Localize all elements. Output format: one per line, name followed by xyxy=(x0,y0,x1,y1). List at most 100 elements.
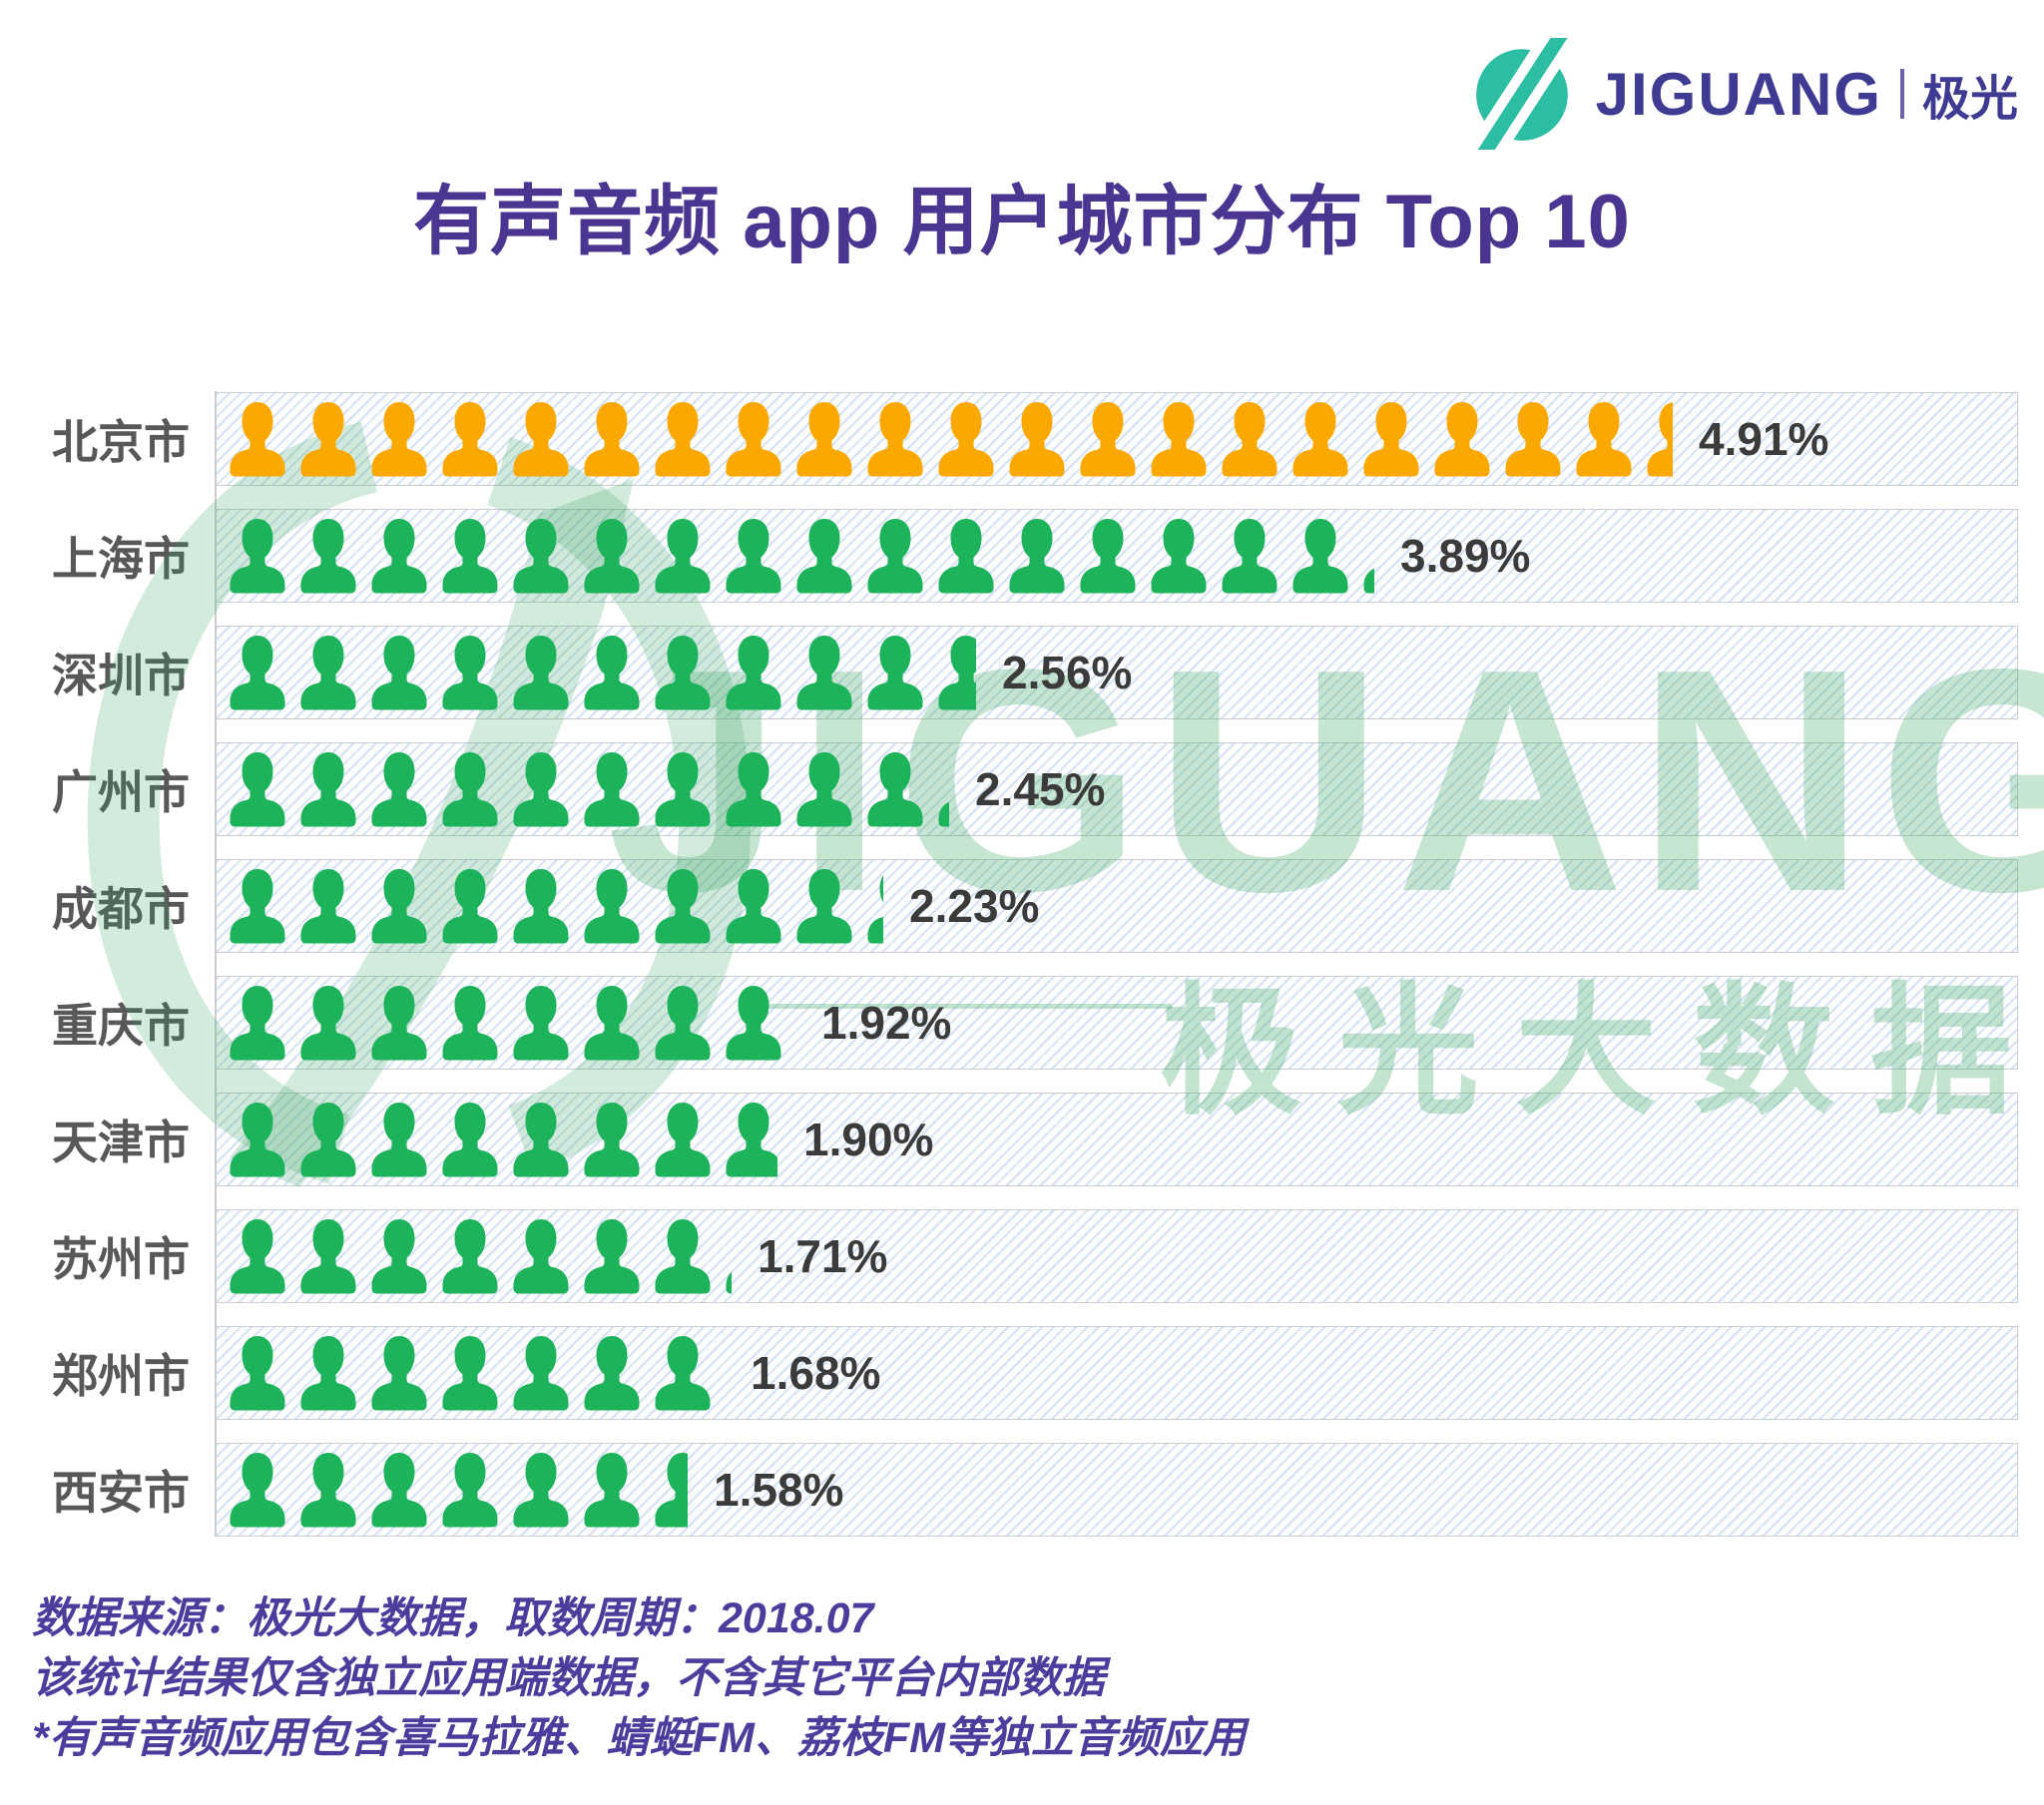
bar-band: 1.71% xyxy=(216,1209,2018,1303)
person-icon xyxy=(299,751,357,827)
person-icon xyxy=(654,985,712,1061)
bar-band: 1.90% xyxy=(216,1093,2018,1186)
person-icon xyxy=(583,1102,641,1177)
person-icon xyxy=(229,1102,286,1177)
person-icon xyxy=(654,1335,712,1411)
person-icon xyxy=(299,635,357,710)
person-icon xyxy=(583,1218,641,1294)
city-label: 上海市 xyxy=(52,533,190,585)
person-icon xyxy=(370,1335,428,1411)
footer-line-apps: *有声音频应用包含喜马拉雅、蜻蜓FM、荔枝FM等独立音频应用 xyxy=(32,1714,1246,1762)
person-icon xyxy=(370,868,428,944)
city-label: 苏州市 xyxy=(52,1233,190,1285)
person-icon xyxy=(1221,401,1278,477)
person-icon xyxy=(1575,401,1633,477)
person-icon xyxy=(866,751,924,827)
city-label: 深圳市 xyxy=(52,650,190,701)
value-label: 2.23% xyxy=(909,880,1040,932)
person-icon xyxy=(299,1335,357,1411)
person-icon xyxy=(229,518,286,594)
person-icon xyxy=(583,401,641,477)
person-icon xyxy=(654,635,712,710)
person-icon xyxy=(370,1218,428,1294)
person-icon xyxy=(299,1102,357,1177)
person-icon xyxy=(583,1452,641,1528)
brand-logo: JIGUANG 极光 xyxy=(1469,38,2018,150)
city-label: 广州市 xyxy=(52,766,190,818)
bar-band: 2.23% xyxy=(216,859,2018,953)
person-icon xyxy=(370,985,428,1061)
person-icon xyxy=(937,401,995,477)
person-icon-partial xyxy=(937,751,949,827)
value-label: 1.58% xyxy=(714,1464,844,1516)
person-icon xyxy=(512,1452,570,1528)
person-icon xyxy=(866,635,924,710)
value-label: 4.91% xyxy=(1699,413,1829,465)
person-icon xyxy=(654,1218,712,1294)
person-icon xyxy=(512,1218,570,1294)
axis-line xyxy=(215,391,217,1537)
person-icon xyxy=(229,1452,286,1528)
person-icon xyxy=(1150,401,1208,477)
person-icon xyxy=(441,1452,499,1528)
value-label: 1.71% xyxy=(758,1230,888,1282)
person-icon xyxy=(370,518,428,594)
person-icon xyxy=(866,518,924,594)
person-icon xyxy=(370,751,428,827)
person-icon xyxy=(229,985,286,1061)
person-icon xyxy=(1362,401,1420,477)
person-icon-partial xyxy=(1362,518,1374,594)
person-icon xyxy=(1079,518,1137,594)
person-icon xyxy=(512,751,570,827)
person-icon xyxy=(795,751,853,827)
chart-row: 西安市 1.58% xyxy=(0,1443,2044,1537)
chart-row: 广州市 2.45% xyxy=(0,742,2044,836)
person-icon xyxy=(1291,401,1349,477)
chart-row: 郑州市 1.68% xyxy=(0,1326,2044,1420)
person-icon xyxy=(1150,518,1208,594)
person-icon xyxy=(1433,401,1491,477)
person-icon xyxy=(299,1218,357,1294)
city-label: 成都市 xyxy=(52,883,190,935)
person-icon xyxy=(370,635,428,710)
person-icon xyxy=(512,985,570,1061)
city-label: 重庆市 xyxy=(52,1000,190,1052)
value-label: 1.92% xyxy=(821,997,952,1049)
person-icon xyxy=(725,635,782,710)
person-icon-partial xyxy=(1646,401,1673,477)
person-icon xyxy=(370,401,428,477)
person-icon xyxy=(229,401,286,477)
chart-row: 北京市 4.91% xyxy=(0,392,2044,486)
person-icon xyxy=(512,635,570,710)
chart-row: 苏州市 1.71% xyxy=(0,1209,2044,1303)
city-label: 天津市 xyxy=(52,1117,190,1168)
person-icon xyxy=(654,868,712,944)
person-icon xyxy=(441,518,499,594)
person-icon xyxy=(441,751,499,827)
person-icon xyxy=(299,868,357,944)
page-title: 有声音频 app 用户城市分布 Top 10 xyxy=(413,180,1631,264)
person-icon xyxy=(229,1335,286,1411)
person-icon xyxy=(512,1335,570,1411)
chart-row: 成都市 2.23% xyxy=(0,859,2044,953)
person-icon xyxy=(654,518,712,594)
bar-band: 4.91% xyxy=(216,392,2018,486)
person-icon xyxy=(441,1102,499,1177)
person-icon xyxy=(937,518,995,594)
person-icon xyxy=(654,1102,712,1177)
chart-row: 深圳市 2.56% xyxy=(0,626,2044,719)
person-icon xyxy=(654,751,712,827)
person-icon xyxy=(1008,401,1066,477)
city-label: 北京市 xyxy=(52,416,190,468)
chart-row: 上海市 3.89% xyxy=(0,509,2044,603)
person-icon xyxy=(441,868,499,944)
person-icon xyxy=(441,401,499,477)
person-icon-partial xyxy=(725,1102,777,1177)
brand-name: JIGUANG xyxy=(1595,60,1882,128)
person-icon xyxy=(299,518,357,594)
person-icon xyxy=(1079,401,1137,477)
person-icon xyxy=(725,518,782,594)
person-icon xyxy=(441,1218,499,1294)
bar-band: 1.92% xyxy=(216,976,2018,1070)
